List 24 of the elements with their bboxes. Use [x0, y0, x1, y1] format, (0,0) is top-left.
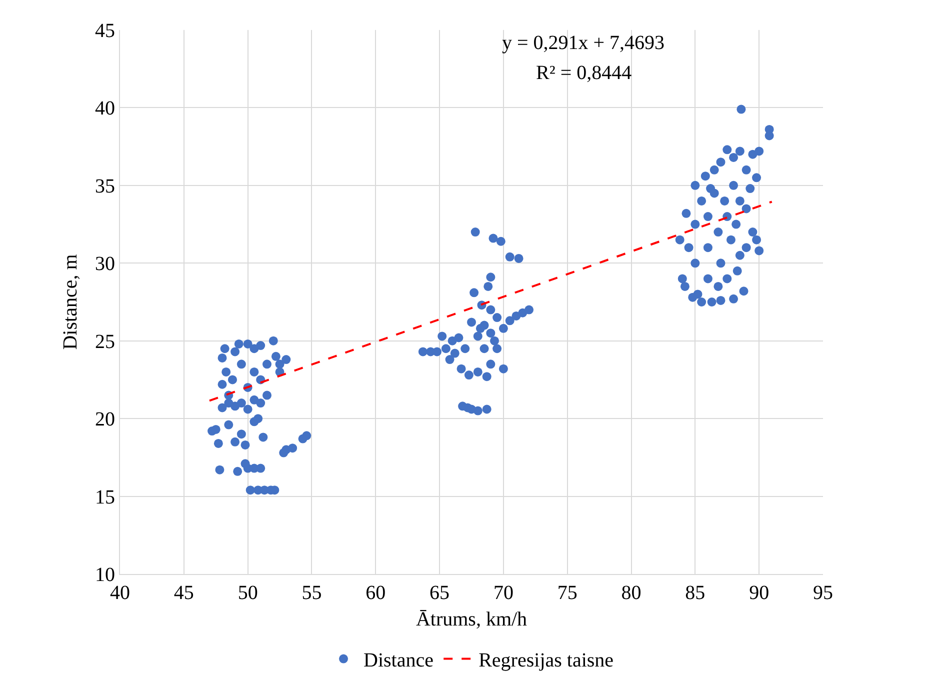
x-tick-label: 95 — [813, 582, 833, 604]
y-tick-label: 40 — [95, 98, 115, 120]
x-tick-label: 70 — [493, 582, 514, 604]
x-tick-label: 50 — [238, 582, 258, 604]
x-tick-label: 80 — [621, 582, 642, 604]
y-tick-label: 25 — [95, 330, 115, 353]
y-tick-label: 30 — [95, 253, 115, 276]
annotation: y = 0,291x + 7,4693 — [502, 32, 665, 54]
x-axis-title: Ātrums, km/h — [416, 608, 528, 630]
x-tick-label: 75 — [557, 582, 578, 604]
y-tick-label: 45 — [95, 20, 115, 42]
x-tick-label: 85 — [685, 582, 706, 604]
annotation: R² = 0,8444 — [536, 62, 632, 84]
y-axis-title: Distance, m — [60, 254, 82, 350]
legend-label: Distance — [364, 650, 434, 672]
x-tick-label: 55 — [302, 582, 322, 604]
x-tick-label: 65 — [430, 582, 450, 604]
y-tick-label: 35 — [95, 175, 115, 198]
y-tick-label: 20 — [95, 408, 115, 431]
y-tick-label: 15 — [95, 486, 115, 508]
legend-label: Regresijas taisne — [478, 650, 614, 672]
x-tick-label: 90 — [749, 582, 770, 604]
x-tick-label: 60 — [366, 582, 386, 604]
x-tick-label: 45 — [174, 582, 194, 604]
